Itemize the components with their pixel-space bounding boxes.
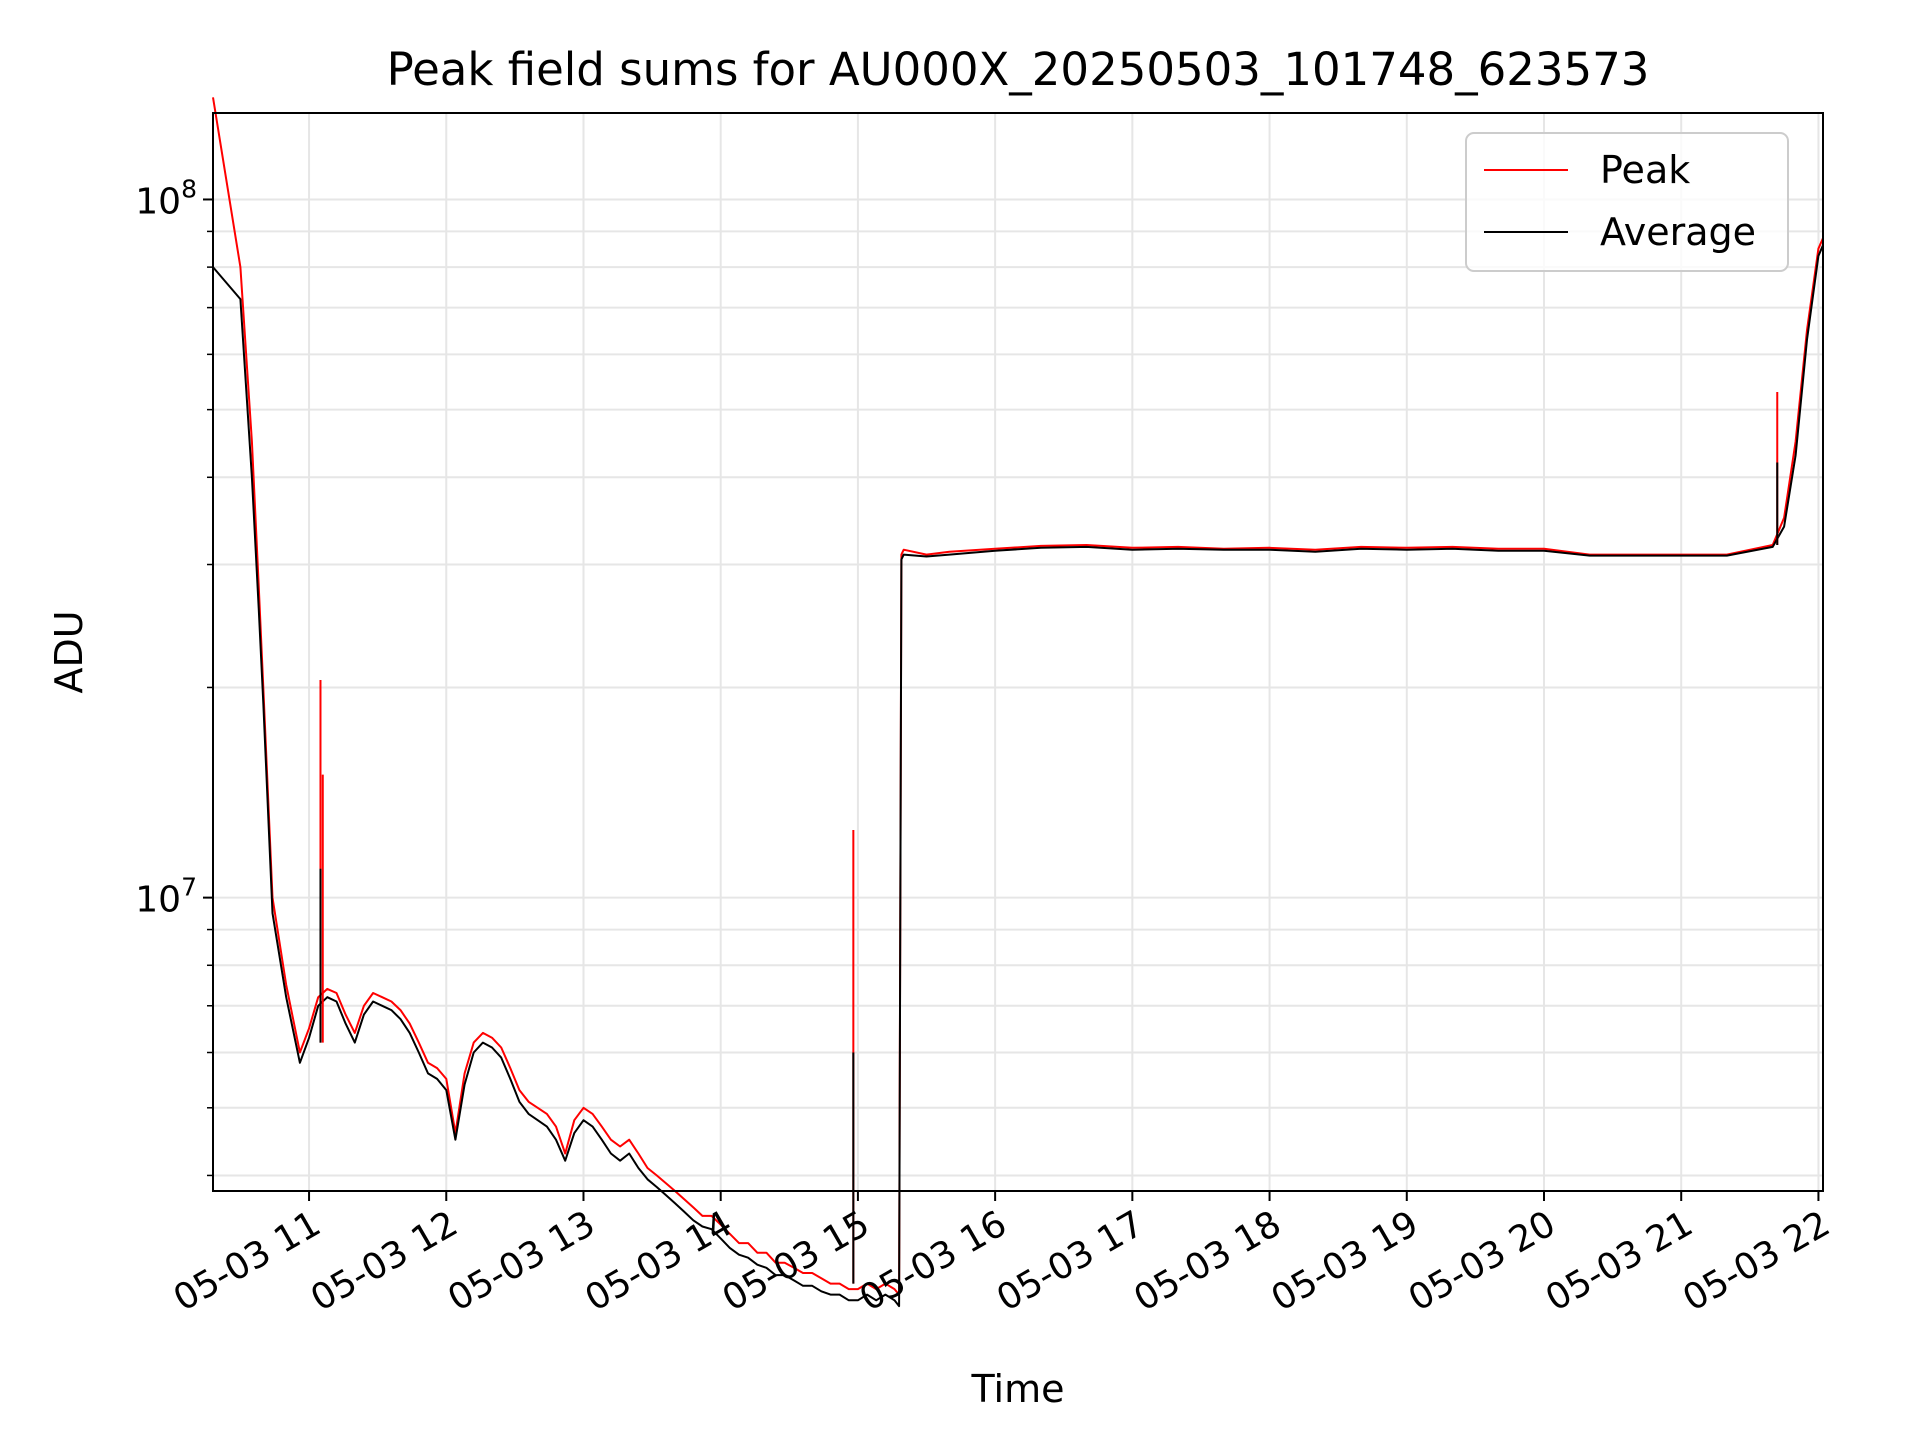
y-tick-label: 108 [135,174,197,222]
y-tick-exponent: 7 [181,873,197,902]
series-line-peak [212,97,1824,1296]
legend-label-average: Average [1600,210,1756,254]
plot-frame [212,112,1824,1192]
legend: Peak Average [1465,132,1789,272]
y-tick-base: 10 [135,880,181,921]
chart-title: Peak field sums for AU000X_20250503_1017… [387,43,1650,96]
y-axis-label: ADU [47,610,91,693]
grid [213,113,1823,1191]
legend-box [1465,132,1789,272]
series-line-average [212,244,1824,1308]
series-layer [212,97,1824,1308]
y-tick-base: 10 [135,181,181,222]
y-tick-exponent: 8 [181,174,197,203]
y-tick-label: 107 [135,873,197,921]
legend-label-peak: Peak [1600,148,1690,192]
x-axis-label: Time [971,1367,1065,1411]
